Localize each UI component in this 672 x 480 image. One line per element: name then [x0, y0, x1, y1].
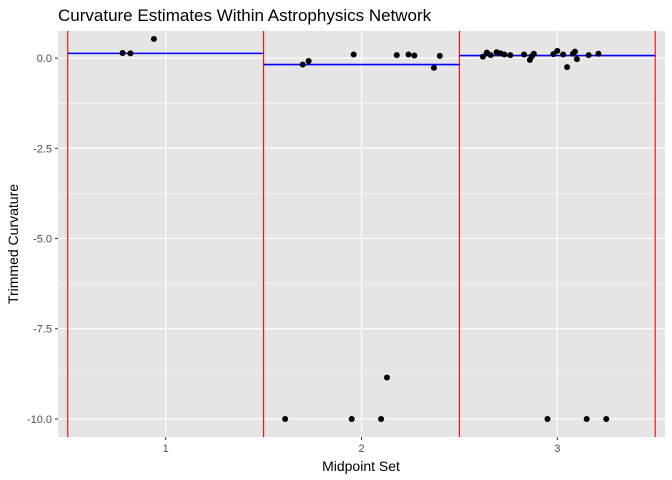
- chart-title: Curvature Estimates Within Astrophysics …: [58, 6, 432, 25]
- data-point: [479, 53, 486, 60]
- y-tick-label: -5.0: [33, 234, 52, 246]
- data-point: [603, 415, 610, 422]
- major-gridlines: [58, 31, 665, 437]
- y-tick-label: -10.0: [27, 414, 52, 426]
- x-axis-title: Midpoint Set: [322, 458, 400, 474]
- data-point: [430, 64, 437, 71]
- data-point: [127, 50, 134, 57]
- set-boundaries: [67, 31, 656, 437]
- y-axis-title: Trimmed Curvature: [5, 184, 21, 304]
- x-tick-label: 3: [554, 443, 560, 455]
- data-point: [393, 52, 400, 59]
- x-axis: 1 2 3: [163, 437, 560, 455]
- data-point: [544, 415, 551, 422]
- data-point: [348, 415, 355, 422]
- data-point: [436, 52, 443, 59]
- data-point: [571, 48, 578, 55]
- data-point: [150, 35, 157, 42]
- y-axis: 0.0 -2.5 -5.0 -7.5 -10.0: [27, 53, 58, 426]
- x-tick-label: 1: [163, 443, 169, 455]
- data-point: [350, 51, 357, 58]
- data-point: [383, 374, 390, 381]
- data-point: [573, 56, 580, 63]
- data-point: [583, 415, 590, 422]
- data-point: [282, 415, 289, 422]
- data-point: [595, 50, 602, 57]
- y-tick-label: -2.5: [33, 143, 52, 155]
- data-point: [554, 47, 561, 54]
- data-point: [585, 52, 592, 59]
- data-point: [501, 51, 508, 58]
- data-point: [305, 57, 312, 64]
- data-point: [411, 52, 418, 59]
- data-point: [378, 415, 385, 422]
- data-point: [560, 51, 567, 58]
- data-point: [507, 52, 514, 59]
- data-point: [119, 50, 126, 57]
- data-point: [530, 50, 537, 57]
- data-points: [119, 35, 610, 422]
- y-tick-label: 0.0: [37, 53, 52, 65]
- data-point: [405, 51, 412, 58]
- y-tick-label: -7.5: [33, 324, 52, 336]
- data-point: [299, 61, 306, 68]
- data-point: [487, 52, 494, 59]
- data-point: [564, 64, 571, 71]
- data-point: [521, 51, 528, 58]
- x-tick-label: 2: [358, 443, 364, 455]
